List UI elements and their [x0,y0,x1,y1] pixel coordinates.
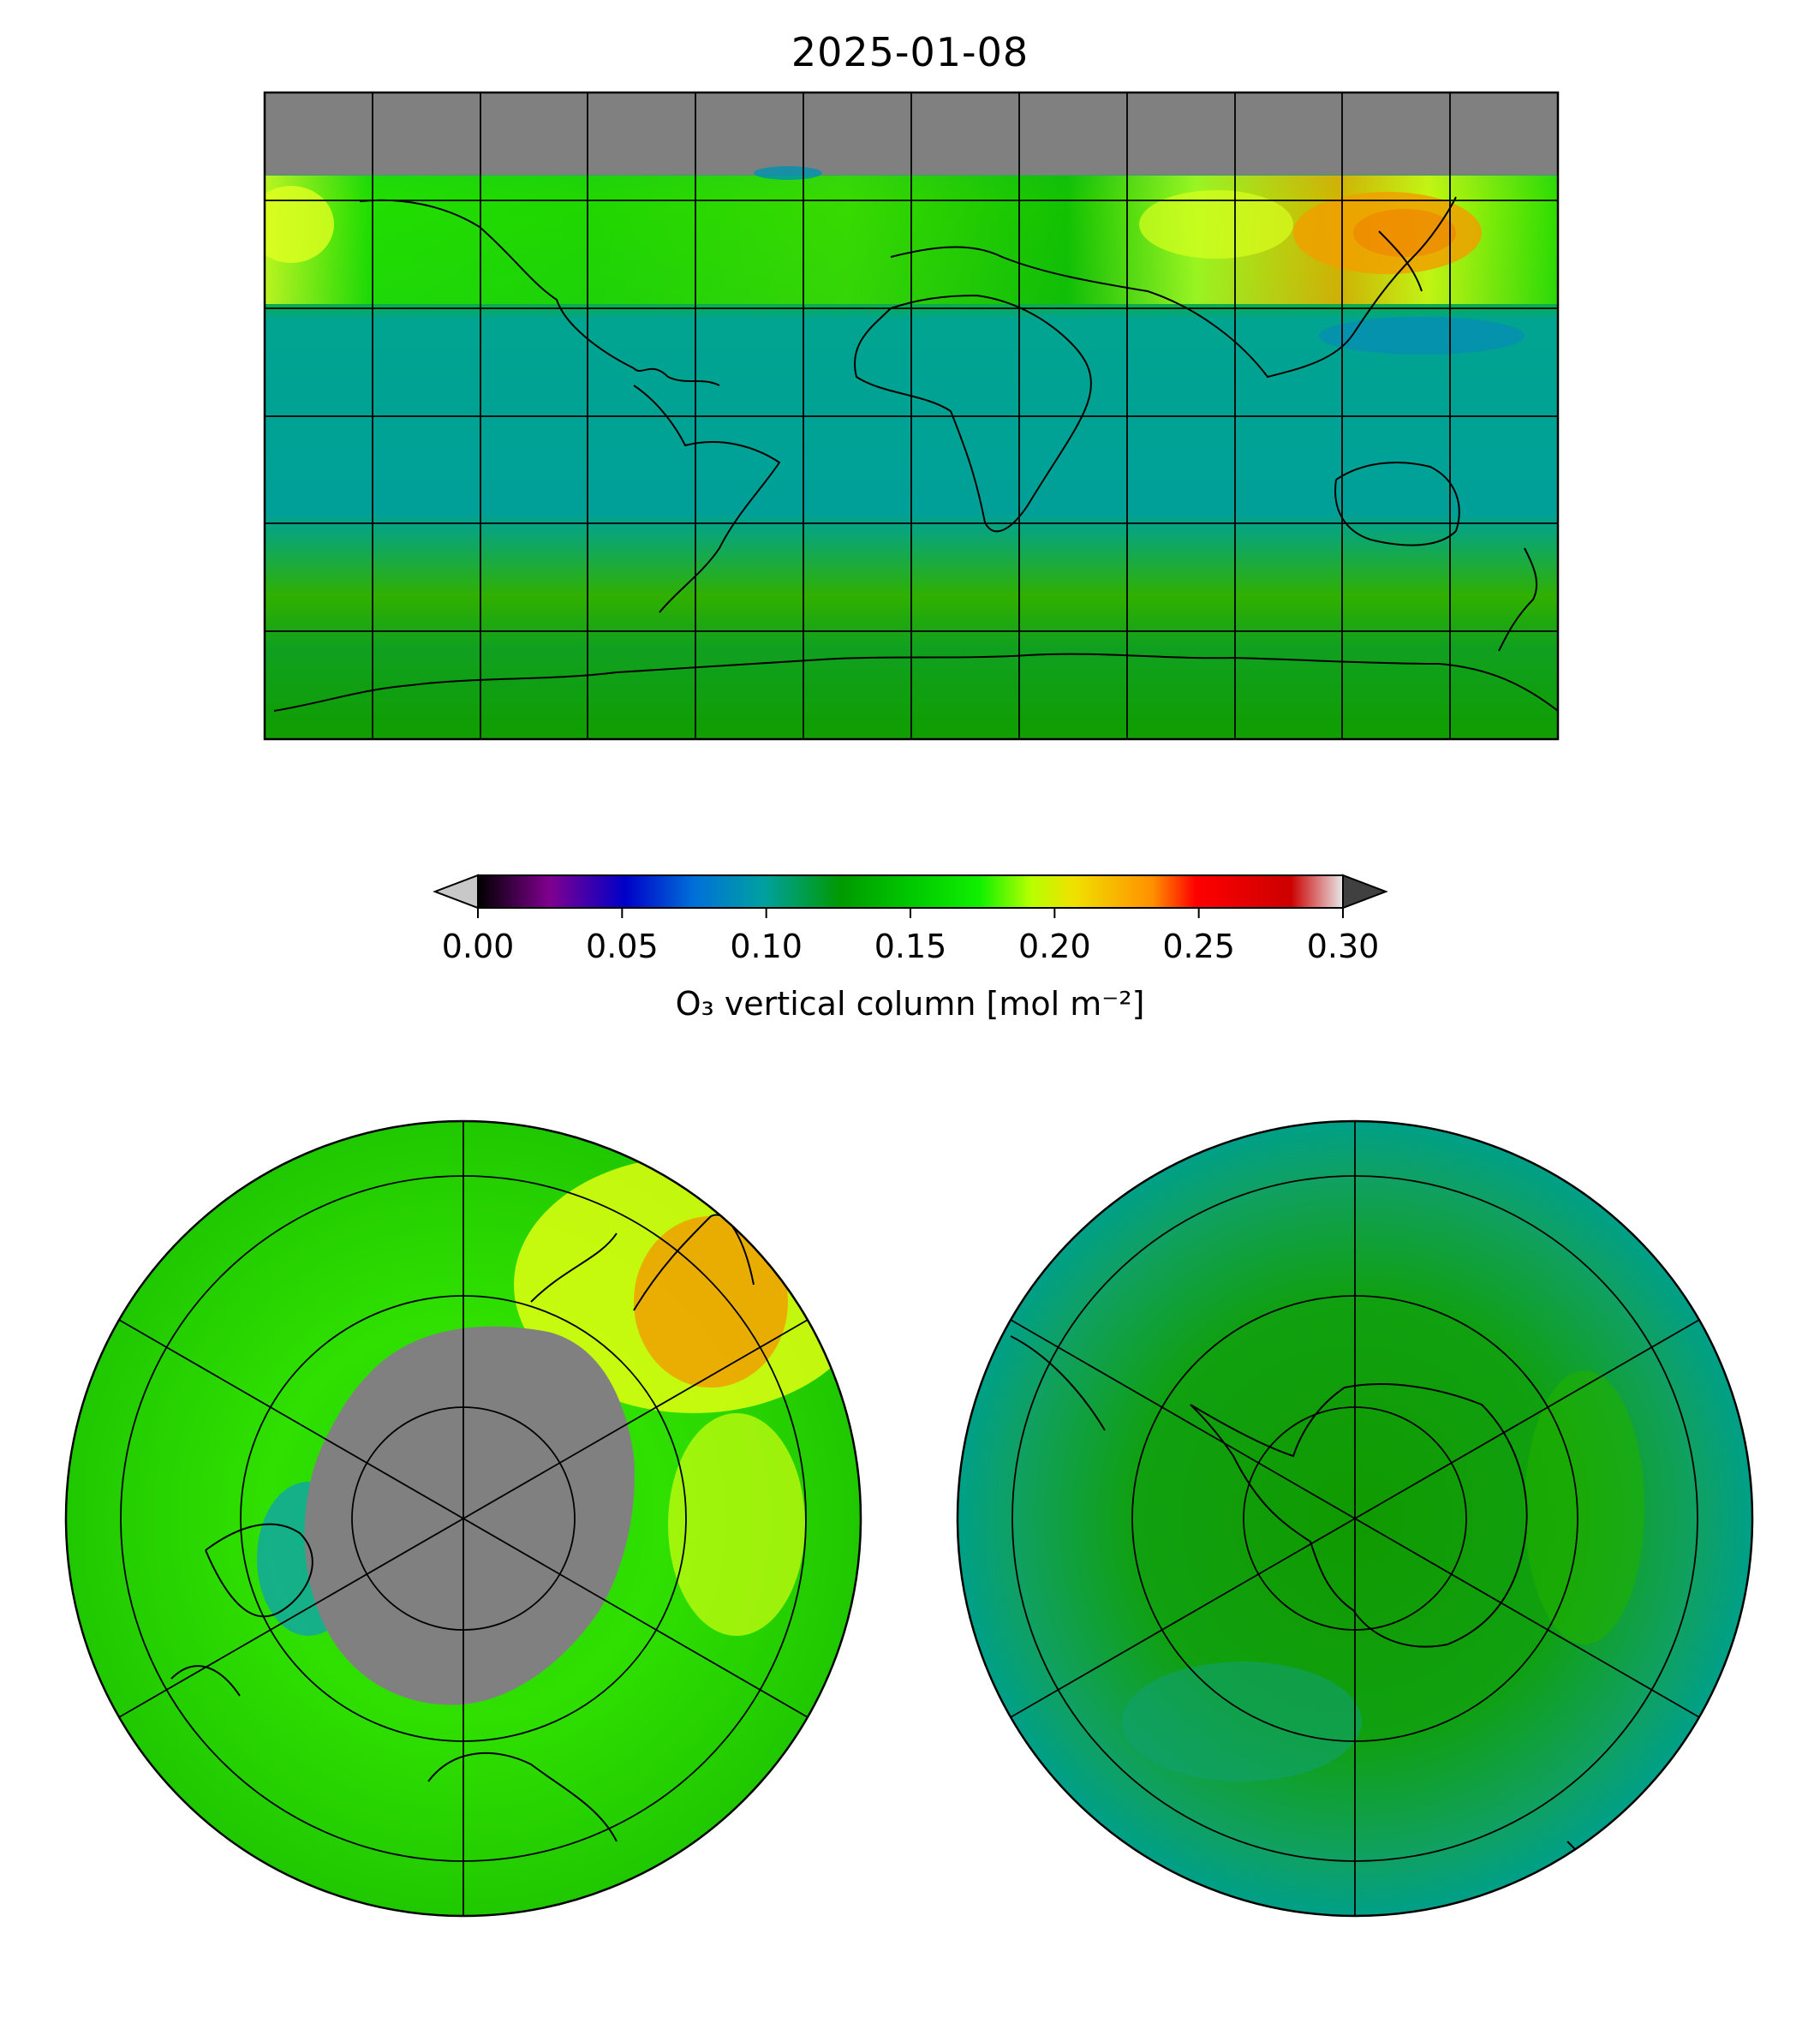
colorbar-tick-label: 0.05 [586,928,659,965]
eurasia-coast [890,196,1457,379]
colorbar-tick-label: 0.25 [1162,928,1235,965]
north-ozone-high-east [668,1413,805,1636]
north-graticule [118,1121,809,1916]
ozone-low-greenland [754,166,822,180]
north-coast-kamchatka [633,1214,755,1311]
colorbar-tick-label: 0.20 [1018,928,1091,965]
colorbar-ticks: 0.00 0.05 0.10 0.15 0.20 0.25 0.30 [442,908,1380,965]
colorbar: 0.00 0.05 0.10 0.15 0.20 0.25 0.30 [433,874,1388,965]
colorbar-tick-label: 0.10 [730,928,803,965]
south-polar-features [1010,1335,1644,1902]
ozone-high-central-asia [1139,190,1293,259]
australia-coast [1334,462,1460,546]
global-map [263,91,1560,741]
antarctica-coast [273,653,1558,712]
north-polar-map [64,1119,862,1918]
north-coast-greenland-south [205,1523,313,1618]
colorbar-over-extension [1342,874,1388,910]
japan-coast [1378,230,1423,292]
colorbar-tick-label: 0.15 [874,928,947,965]
colorbar-tick-label: 0.30 [1307,928,1380,965]
north-america-coast [359,199,720,386]
new-zealand-coast [1498,547,1538,652]
south-coast-antarctica [1190,1383,1528,1648]
colorbar-under-extension [433,874,479,910]
africa-coast [854,294,1092,533]
south-america-coast [633,385,781,613]
colorbar-tick-label: 0.00 [442,928,515,965]
north-coastlines [170,1214,755,1842]
north-polar-frame [64,1119,862,1918]
global-coastlines [273,196,1558,712]
global-map-frame [263,91,1560,741]
south-polar-map [956,1119,1754,1918]
south-graticule [1010,1121,1700,1916]
ozone-high-bering [265,186,334,263]
south-coast-south-america [1010,1335,1106,1431]
north-coast-europe [427,1751,618,1842]
north-ozone-peak [634,1216,788,1387]
north-coast-siberia [530,1232,618,1303]
colorbar-label: O₃ vertical column [mol m⁻²] [675,985,1145,1023]
colorbar-ramp [478,875,1343,908]
ozone-peak-core [1353,209,1456,257]
figure-title: 2025-01-08 [791,29,1029,75]
ozone-low-tropical-pacific [1319,317,1525,355]
south-polar-frame [956,1119,1754,1918]
north-coast-hudson [170,1665,241,1697]
global-graticule [265,92,1558,739]
south-ozone-band-east [1525,1370,1644,1644]
south-ozone-low-patch [1122,1662,1362,1781]
